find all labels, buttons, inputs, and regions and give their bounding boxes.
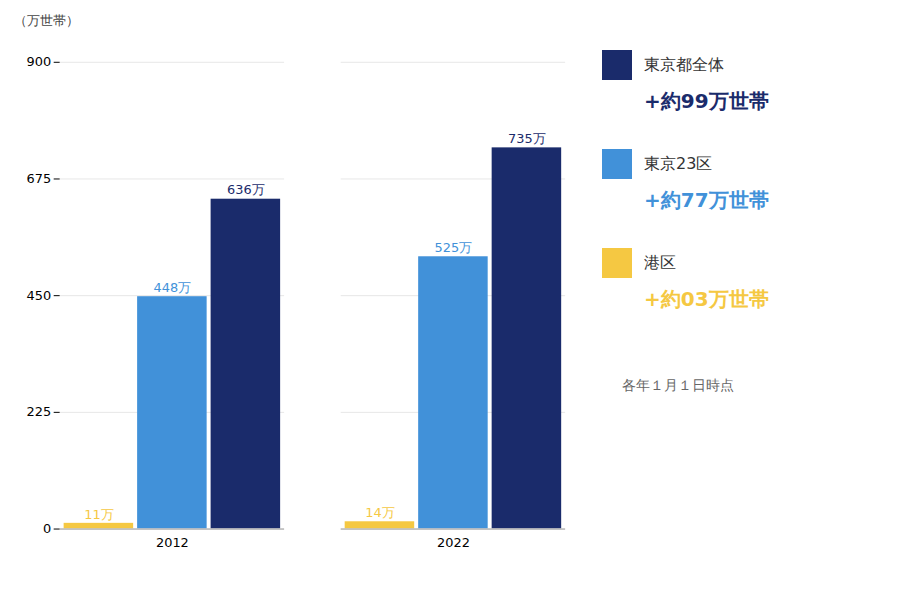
svg-text:450: 450 [27, 288, 52, 303]
svg-text:2012: 2012 [156, 535, 189, 550]
svg-text:448万: 448万 [154, 280, 192, 295]
html-text:+約77万世帯: +約77万世帯 [644, 188, 769, 212]
svg-text:11万: 11万 [84, 507, 113, 522]
html-text:各年１月１日時点: 各年１月１日時点 [622, 377, 734, 393]
svg-text:14万: 14万 [365, 505, 394, 520]
svg-text:525万: 525万 [435, 240, 473, 255]
svg-text:0: 0 [43, 521, 51, 536]
html-text:東京都全体: 東京都全体 [644, 55, 724, 74]
svg-text:225: 225 [27, 404, 52, 419]
svg-text:636万: 636万 [227, 182, 265, 197]
html-text:+約99万世帯: +約99万世帯 [644, 89, 769, 113]
svg-text:675: 675 [27, 171, 52, 186]
svg-text:2022: 2022 [437, 535, 470, 550]
svg-text:900: 900 [27, 54, 52, 69]
html-text:（万世帯）: （万世帯） [14, 13, 79, 28]
html-text:+約03万世帯: +約03万世帯 [644, 287, 769, 311]
html-text:港区: 港区 [644, 253, 676, 272]
svg-text:735万: 735万 [508, 131, 546, 146]
html-text:東京23区: 東京23区 [644, 154, 713, 173]
